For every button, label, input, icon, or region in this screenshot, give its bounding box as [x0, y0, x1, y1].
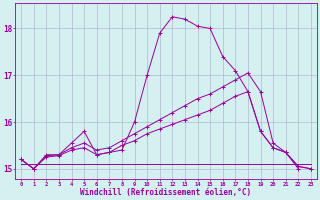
X-axis label: Windchill (Refroidissement éolien,°C): Windchill (Refroidissement éolien,°C)	[80, 188, 252, 197]
